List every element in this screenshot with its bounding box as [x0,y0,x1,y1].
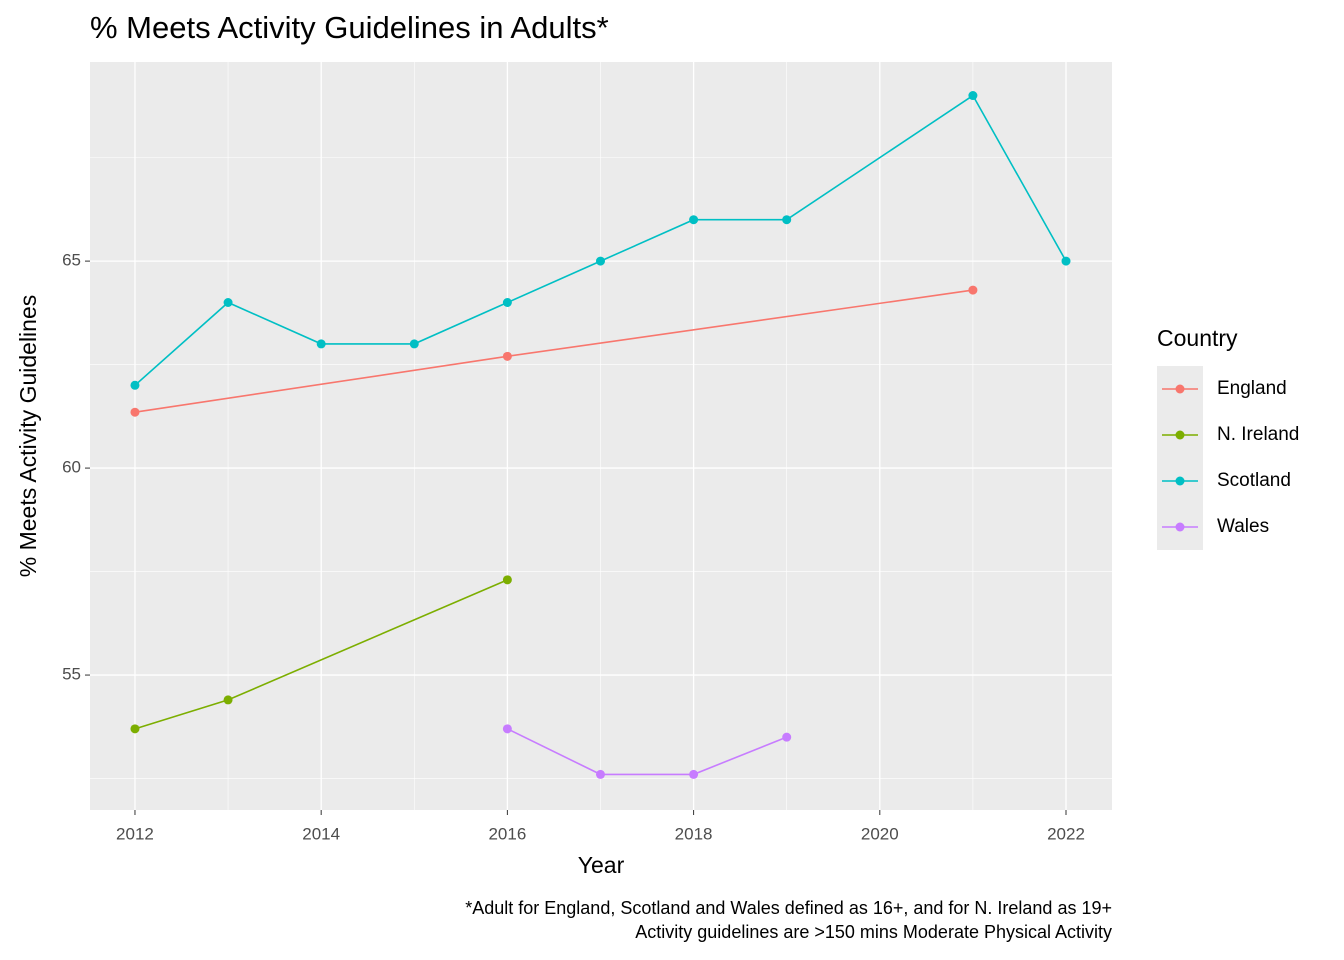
x-tick-label: 2014 [302,824,340,843]
x-axis-title: Year [578,852,625,878]
legend-title: Country [1157,325,1238,351]
legend-key-background [1157,366,1203,550]
x-tick-label: 2022 [1047,824,1085,843]
chart-title: % Meets Activity Guidelines in Adults* [90,10,609,45]
data-point [130,380,140,390]
legend-key-point [1175,522,1185,532]
y-tick-label: 65 [62,251,81,270]
data-point [595,256,605,266]
data-point [968,285,978,295]
caption: Activity guidelines are >150 mins Modera… [635,922,1112,942]
x-tick-label: 2016 [488,824,526,843]
plot-panel [90,62,1112,810]
y-axis-title: % Meets Activity Guidelines [15,295,41,578]
data-point [502,298,512,308]
data-point [502,724,512,734]
caption: *Adult for England, Scotland and Wales d… [465,898,1112,918]
legend-label: N. Ireland [1217,424,1299,445]
data-point [782,215,792,225]
legend-label: Scotland [1217,470,1291,491]
x-tick-label: 2020 [861,824,899,843]
data-point [409,339,419,349]
data-point [223,298,233,308]
data-point [130,407,140,417]
legend-label: England [1217,378,1287,399]
data-point [316,339,326,349]
data-point [130,724,140,734]
data-point [502,351,512,361]
series-line [507,728,787,776]
data-point [1061,256,1071,266]
y-tick-label: 60 [62,458,81,477]
legend-key-point [1175,476,1185,486]
legend-key-point [1175,430,1185,440]
x-tick-label: 2018 [675,824,713,843]
data-point [689,769,699,779]
legend-label: Wales [1217,516,1269,537]
data-point [689,215,699,225]
y-tick-label: 55 [62,665,81,684]
data-point [595,769,605,779]
data-point [502,575,512,585]
legend-key-point [1175,384,1185,394]
data-point [782,732,792,742]
series-line [134,94,1067,386]
data-point [223,695,233,705]
x-tick-label: 2012 [116,824,154,843]
data-point [968,91,978,101]
